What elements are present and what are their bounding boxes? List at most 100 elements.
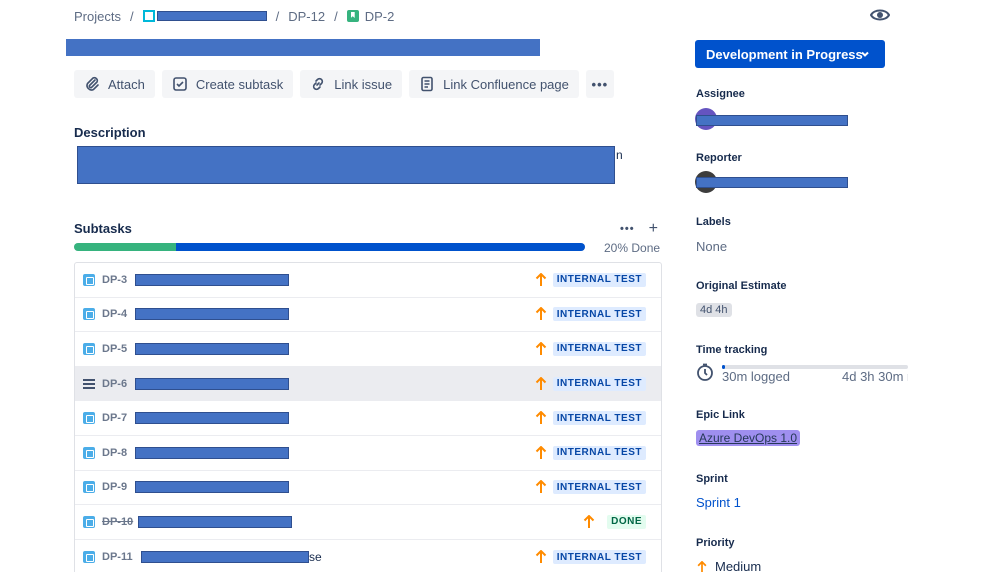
redacted-subtask-summary[interactable]: [135, 412, 289, 425]
link-issue-button[interactable]: Link issue: [300, 70, 403, 98]
status-lozenge[interactable]: INTERNAL TEST: [552, 272, 646, 287]
subtask-row[interactable]: DP-5 INTERNAL TEST: [75, 332, 661, 367]
create-subtask-label: Create subtask: [195, 76, 284, 92]
progress-done-segment: [74, 243, 177, 251]
status-lozenge[interactable]: INTERNAL TEST: [552, 445, 646, 460]
subtask-key[interactable]: DP-10: [102, 515, 134, 528]
priority-medium-icon: [535, 272, 547, 286]
drag-handle-icon[interactable]: [83, 378, 95, 389]
subtask-row[interactable]: DP-4 INTERNAL TEST: [75, 298, 661, 333]
breadcrumb-separator: /: [275, 8, 280, 24]
subtask-key[interactable]: DP-5: [102, 342, 128, 355]
progress-label: 20% Done: [604, 241, 661, 255]
subtasks-heading: Subtasks: [74, 221, 132, 236]
original-estimate-value[interactable]: 4d 4h: [696, 303, 732, 317]
status-transition-button[interactable]: Development in Progress: [695, 40, 885, 68]
status-lozenge[interactable]: INTERNAL TEST: [552, 550, 646, 565]
breadcrumb-separator: /: [334, 8, 338, 24]
labels-value[interactable]: None: [696, 239, 728, 254]
breadcrumb-parent-key[interactable]: DP-12: [288, 8, 326, 24]
redacted-issue-title[interactable]: [66, 39, 540, 56]
description-heading: Description: [74, 125, 146, 140]
labels-label: Labels: [696, 216, 731, 228]
eye-icon[interactable]: [870, 6, 890, 24]
subtask-type-icon: [83, 308, 95, 321]
sprint-label: Sprint: [696, 473, 728, 485]
reporter-label: Reporter: [696, 152, 742, 164]
redacted-subtask-summary[interactable]: [135, 446, 289, 459]
more-actions-button[interactable]: •••: [585, 70, 614, 98]
redacted-subtask-summary[interactable]: [141, 551, 309, 564]
status-lozenge[interactable]: INTERNAL TEST: [552, 411, 646, 426]
time-tracking-bar[interactable]: [722, 365, 908, 369]
status-label: Development in Progress: [706, 46, 863, 62]
epic-link-label: Epic Link: [696, 409, 745, 421]
subtask-progress-bar: [74, 243, 585, 251]
page-icon: [421, 76, 433, 92]
breadcrumb-issue-key[interactable]: DP-2: [364, 8, 395, 24]
priority-value-label: Medium: [715, 559, 762, 572]
subtask-key[interactable]: DP-3: [102, 273, 128, 286]
subtask-key[interactable]: DP-4: [102, 308, 128, 321]
subtask-key[interactable]: DP-7: [102, 412, 128, 425]
attach-button[interactable]: Attach: [74, 70, 155, 98]
status-lozenge[interactable]: INTERNAL TEST: [552, 307, 646, 322]
subtask-icon: [173, 77, 187, 91]
create-subtask-button[interactable]: Create subtask: [161, 70, 294, 98]
assignee-label: Assignee: [696, 88, 745, 100]
link-issue-label: Link issue: [334, 76, 393, 92]
subtask-key[interactable]: DP-11: [102, 551, 133, 564]
sprint-value[interactable]: Sprint 1: [696, 495, 741, 510]
redacted-description[interactable]: [77, 146, 615, 184]
redacted-subtask-summary[interactable]: [135, 481, 289, 494]
description-text-fragment: n: [616, 148, 623, 162]
priority-value[interactable]: Medium: [696, 559, 761, 572]
redacted-assignee-name[interactable]: [696, 115, 848, 126]
progress-inprogress-segment: [176, 243, 585, 251]
subtask-row[interactable]: DP-10 DONE: [75, 505, 661, 540]
subtasks-more-button[interactable]: •••: [620, 223, 635, 235]
redacted-subtask-summary[interactable]: [135, 273, 289, 286]
time-remaining: 4d 3h 30m r: [842, 369, 908, 384]
redacted-subtask-summary[interactable]: [135, 377, 289, 390]
status-lozenge[interactable]: INTERNAL TEST: [552, 376, 646, 391]
redacted-subtask-summary[interactable]: [135, 342, 289, 355]
redacted-subtask-summary[interactable]: [135, 308, 289, 321]
priority-medium-icon: [535, 480, 547, 494]
priority-label: Priority: [696, 537, 735, 549]
epic-link-value[interactable]: Azure DevOps 1.0: [696, 430, 801, 446]
breadcrumb-projects[interactable]: Projects: [74, 8, 121, 24]
stopwatch-icon: [697, 363, 713, 381]
breadcrumb-separator: /: [129, 8, 134, 24]
subtask-row[interactable]: DP-3 INTERNAL TEST: [75, 263, 661, 298]
subtask-row[interactable]: DP-9 INTERNAL TEST: [75, 471, 661, 506]
add-subtask-button[interactable]: +: [648, 220, 658, 237]
link-confluence-button[interactable]: Link Confluence page: [409, 70, 579, 98]
redacted-reporter-name[interactable]: [696, 177, 848, 188]
priority-medium-icon: [535, 376, 547, 390]
original-estimate-label: Original Estimate: [696, 280, 787, 292]
subtask-type-icon: [83, 515, 95, 528]
subtask-row[interactable]: DP-7 INTERNAL TEST: [75, 401, 661, 436]
subtask-row[interactable]: DP-8 INTERNAL TEST: [75, 436, 661, 471]
subtask-type-icon: [83, 273, 95, 286]
subtask-row[interactable]: DP-11 se INTERNAL TEST: [75, 540, 661, 572]
subtask-key[interactable]: DP-6: [102, 377, 128, 390]
status-lozenge[interactable]: INTERNAL TEST: [552, 480, 646, 495]
redacted-project-name[interactable]: [156, 11, 267, 21]
priority-medium-icon: [583, 514, 595, 528]
subtask-row[interactable]: DP-6 INTERNAL TEST: [75, 366, 661, 402]
subtask-key[interactable]: DP-9: [102, 481, 128, 494]
subtask-key[interactable]: DP-8: [102, 446, 128, 459]
time-tracking-label: Time tracking: [696, 344, 768, 356]
status-lozenge[interactable]: INTERNAL TEST: [552, 341, 646, 356]
breadcrumb: Projects / / DP-12 / DP-2: [74, 8, 394, 24]
priority-medium-icon: [535, 307, 547, 321]
priority-medium-icon: [535, 445, 547, 459]
subtask-type-icon: [83, 342, 95, 355]
status-lozenge[interactable]: DONE: [607, 514, 646, 529]
attach-label: Attach: [108, 76, 145, 92]
priority-medium-icon: [535, 550, 547, 564]
redacted-subtask-summary[interactable]: [138, 515, 292, 528]
priority-medium-icon: [697, 560, 707, 572]
